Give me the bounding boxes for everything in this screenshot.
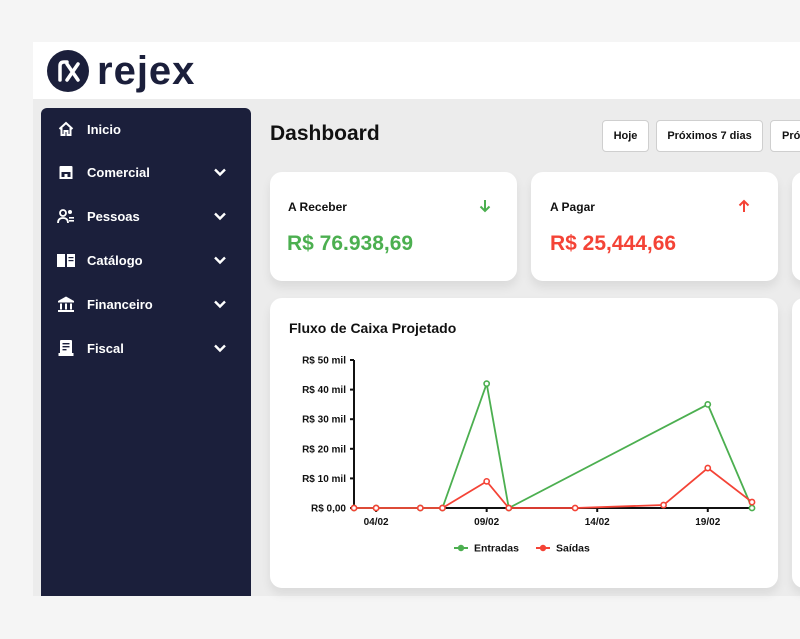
legend-label: Saídas: [556, 543, 590, 555]
sidebar-item-comercial[interactable]: Comercial: [41, 157, 251, 187]
sidebar-item-pessoas[interactable]: Pessoas: [41, 201, 251, 231]
cash-flow-chart-card: Fluxo de Caixa Projetado R$ 0,00 R$ 10 mi…: [270, 298, 778, 588]
series-line-saídas: [354, 466, 753, 509]
kpi-label: A Pagar: [550, 200, 595, 214]
y-tick-label: R$ 40 mil: [302, 385, 346, 396]
filter-next-7-days-button[interactable]: Próximos 7 dias: [656, 120, 763, 152]
y-tick-label: R$ 10 mil: [302, 474, 346, 485]
sidebar-item-label: Catálogo: [87, 252, 143, 268]
data-point: [439, 504, 446, 512]
y-tick-label: R$ 30 mil: [302, 415, 346, 426]
data-point: [704, 401, 712, 408]
data-point: [704, 464, 712, 472]
book-icon: [56, 250, 76, 270]
legend-marker: [457, 544, 465, 552]
up-arrow-icon: [738, 199, 750, 212]
legend-label: Entradas: [474, 543, 519, 555]
data-point: [483, 380, 491, 388]
chevron-down-icon[interactable]: [213, 209, 227, 223]
chevron-down-icon[interactable]: [213, 165, 227, 179]
filter-today-button[interactable]: Hoje: [602, 120, 649, 152]
down-arrow-icon: [479, 200, 491, 213]
sidebar-item-fiscal[interactable]: Fiscal: [41, 333, 251, 363]
sidebar-item-label: Fiscal: [87, 340, 124, 356]
data-point: [571, 504, 579, 512]
kpi-value: R$ 76.938,69: [287, 232, 414, 255]
data-point: [350, 504, 358, 512]
kpi-value: R$ 25,444,66: [550, 232, 677, 255]
data-point: [505, 504, 513, 512]
page-title: Dashboard: [270, 122, 380, 145]
brand-logo[interactable]: rejex: [47, 50, 195, 92]
sidebar-item-label: Financeiro: [87, 296, 153, 312]
data-point: [748, 498, 756, 506]
kpi-card-partial: [792, 172, 800, 281]
y-tick-label: R$ 0,00: [311, 504, 346, 515]
sidebar-item-financeiro[interactable]: Financeiro: [41, 289, 251, 319]
data-point: [748, 504, 756, 512]
sidebar-item-label: Pessoas: [87, 208, 140, 224]
store-icon: [56, 162, 76, 182]
logo-mark-icon: [47, 50, 89, 92]
home-icon: [56, 119, 76, 139]
top-bar: rejex: [33, 42, 800, 99]
sidebar-item-catalogo[interactable]: Catálogo: [41, 245, 251, 275]
sidebar-item-label: Inicio: [87, 121, 121, 137]
x-tick-label: 19/02: [695, 517, 720, 528]
legend-marker: [539, 544, 547, 552]
y-tick-label: R$ 20 mil: [302, 444, 346, 455]
data-point: [483, 477, 491, 485]
chart-card-partial: [792, 298, 800, 588]
y-tick-label: R$ 50 mil: [302, 356, 346, 367]
data-point: [660, 501, 667, 509]
kpi-card-receber: A Receber R$ 76.938,69: [270, 172, 517, 281]
bank-icon: [56, 294, 76, 314]
people-icon: [56, 206, 76, 226]
sidebar-item-inicio[interactable]: Inicio: [41, 114, 251, 144]
filter-next-period-button[interactable]: Pró: [770, 120, 800, 152]
cash-flow-chart: R$ 0,00 R$ 10 mil R$ 20 mil R$ 30 mil R$ 40 …: [302, 356, 756, 555]
x-tick-label: 09/02: [474, 517, 499, 528]
data-point: [416, 504, 424, 512]
sidebar: Inicio Comercial Pessoas Catálogo Financ…: [41, 108, 251, 596]
series-line-entradas: [354, 380, 753, 510]
brand-name: rejex: [97, 49, 196, 93]
chevron-down-icon[interactable]: [213, 341, 227, 355]
sidebar-item-label: Comercial: [87, 164, 150, 180]
data-point: [372, 504, 380, 512]
chart-title: Fluxo de Caixa Projetado: [289, 320, 457, 336]
receipt-icon: [56, 338, 76, 358]
kpi-card-pagar: A Pagar R$ 25,444,66: [531, 172, 778, 281]
chevron-down-icon[interactable]: [213, 297, 227, 311]
x-tick-label: 14/02: [585, 517, 610, 528]
x-tick-label: 04/02: [364, 517, 389, 528]
kpi-label: A Receber: [288, 200, 347, 214]
chevron-down-icon[interactable]: [213, 253, 227, 267]
